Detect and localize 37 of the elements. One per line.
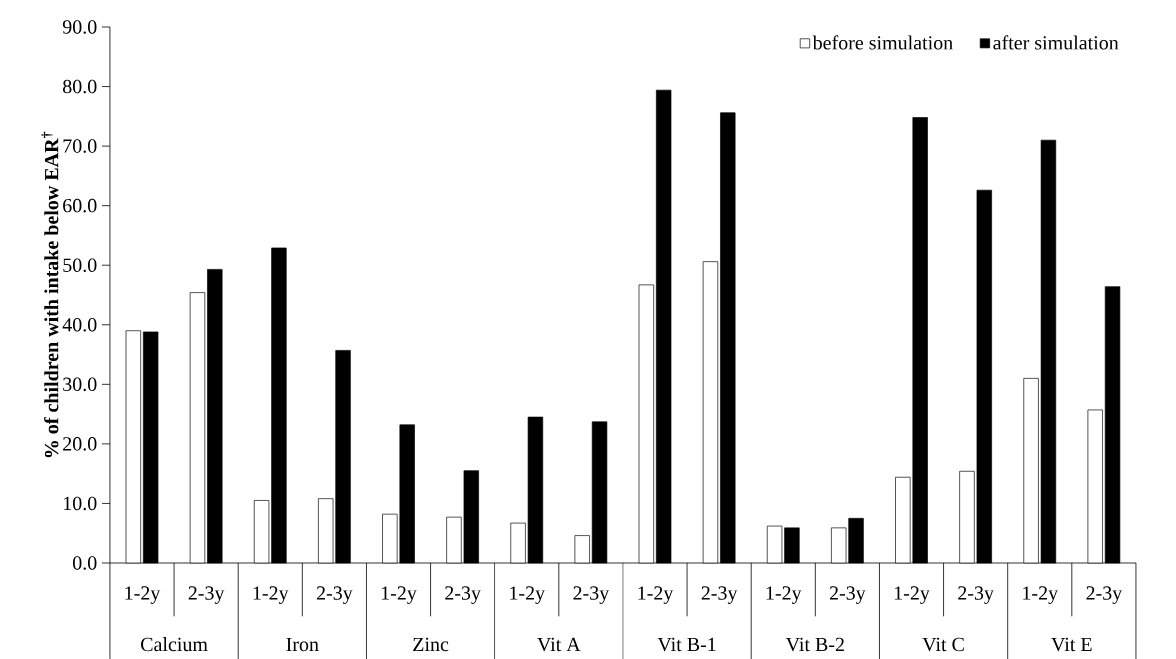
text: Vit C bbox=[922, 637, 964, 652]
x-tick-label: 2-3y bbox=[1086, 586, 1123, 604]
x-tick-label: 1-2y bbox=[125, 586, 161, 604]
x-tick-label: 2-3y bbox=[573, 586, 610, 604]
x-tick-label: 1-2y bbox=[381, 586, 417, 604]
y-tick-label: 70.0 bbox=[63, 139, 97, 153]
y-tick-label: 10.0 bbox=[63, 496, 97, 511]
legend-label: after simulation bbox=[993, 35, 1119, 50]
x-tick-label: 1-2y bbox=[894, 586, 930, 604]
legend-label: before simulation bbox=[812, 35, 953, 50]
x-tick-label: 1-2y bbox=[510, 586, 545, 604]
x-tick-label: 2-3y bbox=[445, 586, 481, 604]
text: Vit B-2 bbox=[785, 637, 844, 652]
y-tick-label: 0.0 bbox=[72, 556, 97, 570]
text: Calcium bbox=[141, 637, 208, 652]
y-axis-title: % of children with intake below EAR$^{†}$ bbox=[41, 131, 59, 458]
x-tick-label: 1-2y bbox=[638, 586, 674, 604]
y-tick-label: 40.0 bbox=[62, 317, 97, 332]
text: Vit E bbox=[1051, 637, 1092, 652]
x-tick-label: 1-2y bbox=[766, 586, 802, 604]
y-tick-label: 20.0 bbox=[63, 437, 97, 451]
x-tick-label: 2-3y bbox=[316, 586, 353, 604]
y-tick-label: 90.0 bbox=[62, 20, 97, 34]
x-tick-label: 2-3y bbox=[829, 586, 866, 604]
text: Iron bbox=[286, 637, 319, 652]
y-tick-label: 80.0 bbox=[62, 79, 97, 94]
x-tick-label: 1-2y bbox=[253, 586, 289, 604]
text: Vit B-1 bbox=[657, 637, 716, 652]
y-tick-label: 60.0 bbox=[63, 198, 97, 213]
text: Vit A bbox=[537, 637, 581, 652]
x-tick-label: 2-3y bbox=[958, 586, 994, 604]
x-tick-label: 2-3y bbox=[188, 586, 225, 604]
x-tick-label: 1-2y bbox=[1023, 586, 1058, 604]
x-tick-label: 2-3y bbox=[701, 586, 738, 604]
text: Zinc bbox=[413, 637, 449, 652]
y-tick-label: 30.0 bbox=[63, 377, 97, 392]
y-tick-label: 50.0 bbox=[63, 258, 97, 273]
